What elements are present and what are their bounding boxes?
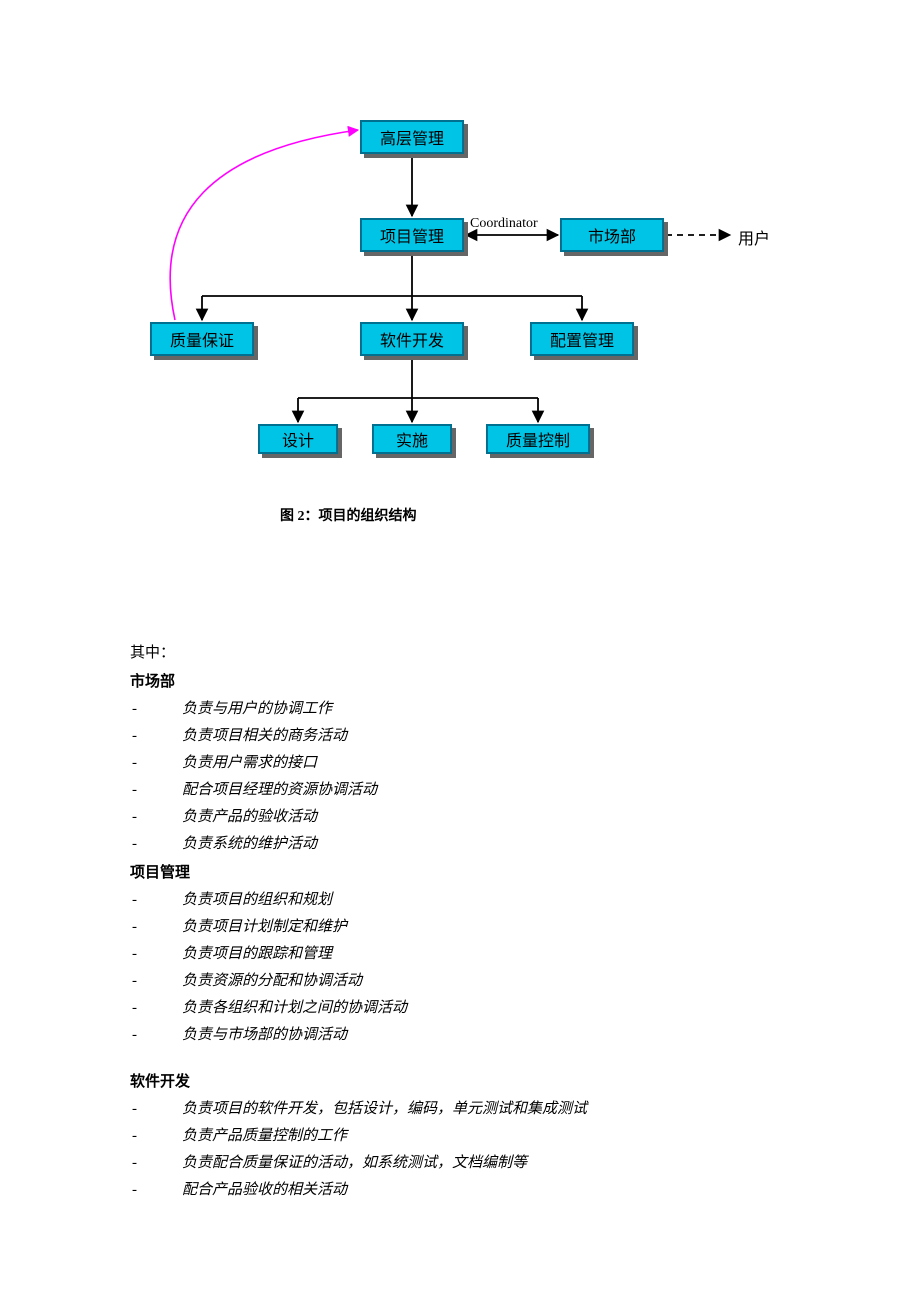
bullet-text: 配合产品验收的相关活动: [182, 1177, 347, 1204]
node-dev: 软件开发: [360, 322, 464, 356]
bullet-item: -负责产品质量控制的工作: [130, 1123, 790, 1150]
bullet-dash: -: [130, 968, 182, 995]
bullet-item: -负责项目的组织和规划: [130, 887, 790, 914]
bullet-dash: -: [130, 995, 182, 1022]
node-impl: 实施: [372, 424, 452, 454]
bullet-dash: -: [130, 696, 182, 723]
bullet-dash: -: [130, 1096, 182, 1123]
node-box: 项目管理: [360, 218, 464, 252]
bullet-dash: -: [130, 831, 182, 858]
bullet-item: -负责与用户的协调工作: [130, 696, 790, 723]
bullet-text: 负责用户需求的接口: [182, 750, 317, 777]
bullet-item: -负责项目相关的商务活动: [130, 723, 790, 750]
bullet-text: 负责产品质量控制的工作: [182, 1123, 347, 1150]
section-heading: 软件开发: [130, 1069, 790, 1096]
bullet-text: 负责系统的维护活动: [182, 831, 317, 858]
bullet-dash: -: [130, 1022, 182, 1049]
bullet-text: 负责项目的跟踪和管理: [182, 941, 332, 968]
bullet-text: 负责与市场部的协调活动: [182, 1022, 347, 1049]
bullet-dash: -: [130, 887, 182, 914]
bullet-item: -负责项目的软件开发，包括设计，编码，单元测试和集成测试: [130, 1096, 790, 1123]
bullet-item: -配合项目经理的资源协调活动: [130, 777, 790, 804]
org-diagram: 高层管理项目管理 市场部质量保证 软件开发 配置管理设计 实施 质量控制 Coordina…: [0, 0, 920, 500]
section-heading: 市场部: [130, 669, 790, 696]
bullet-dash: -: [130, 1150, 182, 1177]
node-box: 市场部: [560, 218, 664, 252]
bullet-text: 负责项目的软件开发，包括设计，编码，单元测试和集成测试: [182, 1096, 587, 1123]
node-qa: 质量保证: [150, 322, 254, 356]
intro-text: 其中：: [130, 640, 790, 667]
bullet-item: -负责与市场部的协调活动: [130, 1022, 790, 1049]
node-box: 质量控制: [486, 424, 590, 454]
bullet-text: 配合项目经理的资源协调活动: [182, 777, 377, 804]
node-qc: 质量控制: [486, 424, 590, 454]
bullet-text: 负责配合质量保证的活动，如系统测试，文档编制等: [182, 1150, 527, 1177]
bullet-text: 负责资源的分配和协调活动: [182, 968, 362, 995]
bullet-item: -负责资源的分配和协调活动: [130, 968, 790, 995]
node-box: 质量保证: [150, 322, 254, 356]
node-pm: 项目管理: [360, 218, 464, 252]
bullet-dash: -: [130, 1177, 182, 1204]
external-label-user: 用户: [738, 225, 770, 249]
section-heading: 项目管理: [130, 860, 790, 887]
bullet-dash: -: [130, 723, 182, 750]
bullet-dash: -: [130, 941, 182, 968]
bullet-text: 负责项目计划制定和维护: [182, 914, 347, 941]
diagram-caption: 图 2：项目的组织结构: [280, 505, 417, 525]
bullet-item: -负责项目的跟踪和管理: [130, 941, 790, 968]
bullet-item: -负责项目计划制定和维护: [130, 914, 790, 941]
bullet-text: 负责项目相关的商务活动: [182, 723, 347, 750]
node-design: 设计: [258, 424, 338, 454]
node-box: 设计: [258, 424, 338, 454]
bullet-dash: -: [130, 1123, 182, 1150]
node-box: 实施: [372, 424, 452, 454]
node-cfg: 配置管理: [530, 322, 634, 356]
section-gap: [130, 1049, 790, 1067]
bullet-dash: -: [130, 914, 182, 941]
bullet-text: 负责项目的组织和规划: [182, 887, 332, 914]
node-box: 软件开发: [360, 322, 464, 356]
text-section: 其中： 市场部-负责与用户的协调工作-负责项目相关的商务活动-负责用户需求的接口…: [130, 640, 790, 1204]
node-top: 高层管理: [360, 120, 464, 154]
bullet-item: -负责各组织和计划之间的协调活动: [130, 995, 790, 1022]
edge-label-coordinator: Coordinator: [470, 216, 538, 232]
bullet-text: 负责与用户的协调工作: [182, 696, 332, 723]
bullet-item: -负责配合质量保证的活动，如系统测试，文档编制等: [130, 1150, 790, 1177]
bullet-item: -负责用户需求的接口: [130, 750, 790, 777]
bullet-text: 负责各组织和计划之间的协调活动: [182, 995, 407, 1022]
bullet-dash: -: [130, 804, 182, 831]
bullet-item: -负责产品的验收活动: [130, 804, 790, 831]
node-box: 高层管理: [360, 120, 464, 154]
bullet-text: 负责产品的验收活动: [182, 804, 317, 831]
bullet-dash: -: [130, 777, 182, 804]
node-box: 配置管理: [530, 322, 634, 356]
bullet-item: -负责系统的维护活动: [130, 831, 790, 858]
bullet-item: -配合产品验收的相关活动: [130, 1177, 790, 1204]
node-mkt: 市场部: [560, 218, 664, 252]
bullet-dash: -: [130, 750, 182, 777]
